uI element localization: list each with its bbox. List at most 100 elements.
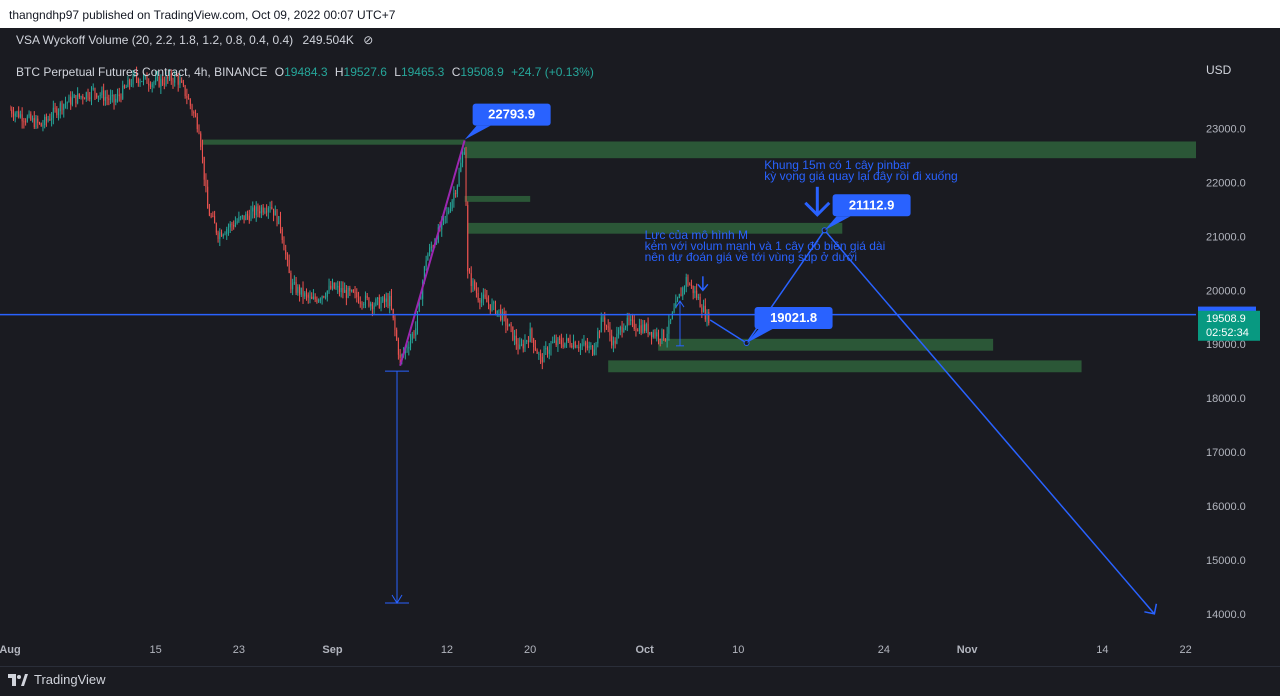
candle bbox=[227, 223, 229, 236]
down-arrow-head bbox=[804, 201, 831, 217]
last-price-label: 19508.9 bbox=[1206, 313, 1246, 325]
candle bbox=[319, 297, 321, 304]
candle bbox=[637, 328, 639, 332]
candle-body bbox=[507, 325, 509, 327]
candle-body bbox=[28, 113, 30, 117]
candle-body bbox=[169, 73, 171, 79]
x-tick-label: 20 bbox=[524, 644, 536, 656]
candle-body bbox=[472, 281, 474, 287]
candle bbox=[397, 337, 399, 360]
candle bbox=[652, 329, 654, 339]
candle bbox=[248, 209, 250, 224]
candle bbox=[611, 329, 613, 349]
candle bbox=[468, 268, 471, 274]
candle bbox=[127, 76, 129, 88]
candle-body bbox=[690, 285, 692, 287]
candle bbox=[664, 338, 666, 342]
candle bbox=[229, 221, 231, 233]
candle-body bbox=[68, 96, 70, 103]
high-label: H bbox=[334, 65, 344, 79]
candle-body bbox=[94, 88, 96, 94]
candle bbox=[163, 76, 165, 90]
candle bbox=[155, 70, 157, 86]
candle bbox=[625, 325, 627, 331]
indicator-legend[interactable]: VSA Wyckoff Volume (20, 2.2, 1.8, 1.2, 0… bbox=[16, 33, 373, 47]
candle-body bbox=[316, 299, 318, 302]
candle-body bbox=[463, 152, 465, 154]
candle bbox=[285, 244, 287, 260]
callout-pointer bbox=[746, 329, 773, 344]
candle bbox=[514, 329, 516, 346]
candle bbox=[297, 284, 299, 296]
candle-body bbox=[579, 344, 581, 348]
candle bbox=[451, 198, 453, 212]
candle bbox=[668, 314, 670, 341]
callout-label: 22793.9 bbox=[488, 107, 535, 122]
candle bbox=[704, 298, 706, 322]
candle bbox=[42, 119, 44, 132]
support-resistance-zone bbox=[608, 360, 1082, 373]
candle-body bbox=[186, 96, 188, 98]
candle-body bbox=[273, 208, 275, 216]
candle-body bbox=[49, 119, 51, 121]
candle-body bbox=[670, 318, 672, 321]
candle-body bbox=[18, 111, 20, 118]
candle-body bbox=[214, 216, 216, 224]
candle bbox=[543, 345, 545, 363]
candle-body bbox=[633, 319, 635, 330]
candle bbox=[286, 252, 288, 267]
candle bbox=[687, 274, 689, 287]
candle-body bbox=[118, 94, 120, 97]
candle-body bbox=[266, 211, 268, 213]
eye-off-icon[interactable]: ⊘ bbox=[363, 33, 374, 47]
currency-label[interactable]: USD bbox=[1206, 63, 1232, 77]
support-resistance-zone bbox=[202, 139, 465, 145]
candle-body bbox=[19, 114, 21, 118]
candle-body bbox=[141, 81, 143, 83]
candle bbox=[314, 293, 316, 303]
candle-body bbox=[108, 98, 110, 100]
candle bbox=[137, 77, 139, 87]
candle bbox=[217, 230, 219, 243]
candle bbox=[115, 93, 117, 106]
candles-group bbox=[10, 66, 710, 370]
candle bbox=[486, 289, 488, 303]
candle-body bbox=[638, 325, 640, 331]
candle-body bbox=[64, 103, 67, 105]
candle-body bbox=[260, 207, 262, 214]
candle bbox=[377, 296, 379, 306]
candle-body bbox=[689, 284, 691, 286]
candle-body bbox=[411, 333, 413, 340]
candle-body bbox=[38, 122, 40, 124]
candle bbox=[160, 74, 162, 94]
candle-body bbox=[531, 328, 533, 339]
symbol-legend[interactable]: BTC Perpetual Futures Contract, 4h, BINA… bbox=[16, 65, 594, 79]
candle-body bbox=[292, 283, 294, 290]
candle bbox=[481, 292, 483, 308]
candle-body bbox=[359, 302, 361, 304]
candle bbox=[479, 298, 481, 310]
candle bbox=[51, 111, 53, 127]
candle bbox=[113, 94, 115, 110]
candle-body bbox=[30, 113, 32, 120]
candle bbox=[345, 285, 347, 306]
candle bbox=[359, 296, 361, 308]
candle bbox=[212, 211, 214, 218]
candle-body bbox=[75, 95, 77, 104]
candle bbox=[373, 302, 375, 314]
candle-body bbox=[115, 98, 117, 103]
chart-frame[interactable] bbox=[0, 28, 1280, 666]
candle-body bbox=[564, 342, 566, 347]
candle bbox=[165, 71, 167, 87]
candle bbox=[498, 309, 500, 318]
y-tick-label: 16000.0 bbox=[1206, 501, 1246, 513]
candle-body bbox=[221, 232, 223, 237]
candle bbox=[382, 296, 384, 304]
candle-body bbox=[685, 277, 687, 287]
candle-body bbox=[342, 287, 344, 293]
candle bbox=[456, 184, 458, 198]
candle bbox=[56, 106, 58, 119]
tradingview-logo[interactable]: TradingView bbox=[8, 672, 106, 687]
candle-body bbox=[217, 232, 219, 239]
